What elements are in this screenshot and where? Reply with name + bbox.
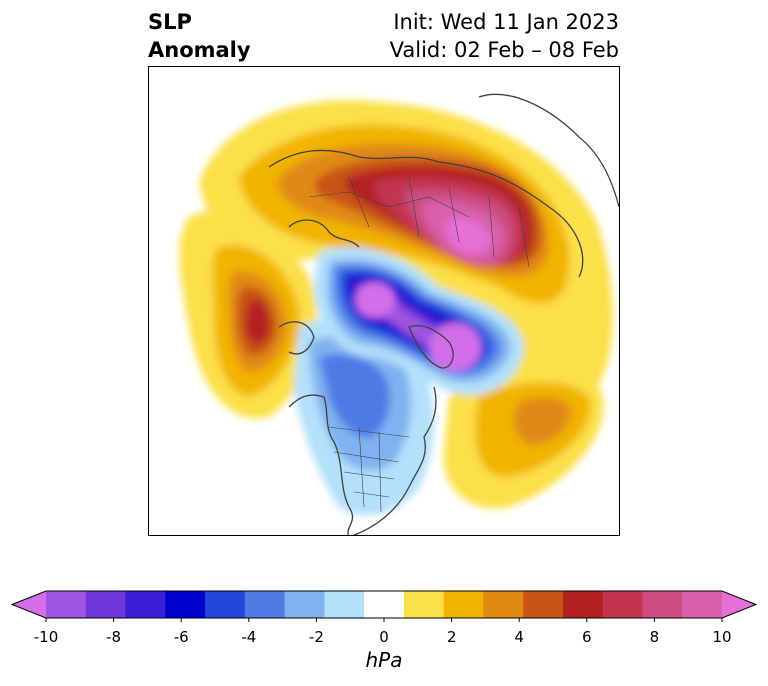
colorbar-swatch	[244, 591, 286, 618]
colorbar-swatch	[403, 591, 445, 618]
colorbar-swatch	[46, 591, 87, 618]
variable-title-line1: SLP	[148, 10, 192, 34]
colorbar-tick-label: -2	[308, 628, 324, 646]
colorbar-swatch	[284, 591, 325, 618]
north-america-coastline	[352, 386, 437, 535]
colorbar-swatch	[523, 591, 564, 618]
alaska-coastline	[278, 321, 315, 355]
eurasia-borders	[308, 176, 530, 268]
colorbar-tick-label: -4	[241, 628, 257, 646]
negative-anomaly-polar	[355, 282, 395, 318]
colorbar-tick-label: 10	[712, 628, 732, 646]
negative-anomaly-polar	[429, 323, 481, 371]
init-date: Init: Wed 11 Jan 2023	[393, 10, 619, 34]
colorbar-swatch	[324, 591, 365, 618]
colorbar-units: hPa	[365, 648, 403, 672]
colorbar-swatch	[602, 591, 643, 618]
positive-anomaly-pacific	[245, 299, 270, 344]
greenland-coastline	[408, 325, 454, 369]
valid-range: Valid: 02 Feb – 08 Feb	[389, 38, 619, 62]
north-america-coastline	[288, 394, 354, 535]
negative-anomaly-northamerica	[319, 354, 390, 438]
north-america-borders	[328, 426, 410, 513]
colorbar-swatch	[205, 591, 246, 618]
colorbar-swatch	[483, 591, 524, 618]
colorbar-swatch	[682, 591, 723, 618]
variable-title-line2: Anomaly	[148, 38, 251, 62]
anomaly-contours	[179, 100, 613, 516]
colorbar-tick-label: -6	[173, 628, 189, 646]
positive-anomaly-atlantic	[513, 396, 571, 446]
colorbar-swatch	[443, 591, 484, 618]
positive-anomaly-eurasia	[446, 216, 491, 254]
colorbar-tick-label: -8	[106, 628, 122, 646]
variable-title: SLP Anomaly	[148, 8, 251, 64]
colorbar-tick-label: 4	[514, 628, 524, 646]
anomaly-map	[179, 93, 619, 535]
colorbar-extend-max	[722, 591, 756, 618]
coastlines	[268, 93, 619, 535]
colorbar-tick-label: 2	[446, 628, 457, 646]
colorbar-tick-label: 6	[582, 628, 592, 646]
colorbar-tick-label: -10	[33, 628, 59, 646]
colorbar-swatch	[85, 591, 127, 618]
colorbar	[0, 588, 768, 628]
colorbar-tick-label: 8	[649, 628, 660, 646]
colorbar-swatch	[165, 591, 206, 618]
colorbar-extend-min	[12, 591, 46, 618]
colorbar-swatch	[125, 591, 166, 618]
colorbar-tick-label: 0	[379, 628, 389, 646]
colorbar-swatch	[562, 591, 604, 618]
europe-coastline	[478, 93, 619, 208]
eurasia-coastline	[268, 149, 584, 278]
map-panel	[148, 66, 620, 536]
eurasia-coastline	[288, 219, 360, 248]
colorbar-swatch	[642, 591, 683, 618]
colorbar-swatch	[364, 591, 405, 618]
colorbar-graphic	[10, 590, 758, 622]
date-title: Init: Wed 11 Jan 2023 Valid: 02 Feb – 08…	[390, 8, 619, 64]
